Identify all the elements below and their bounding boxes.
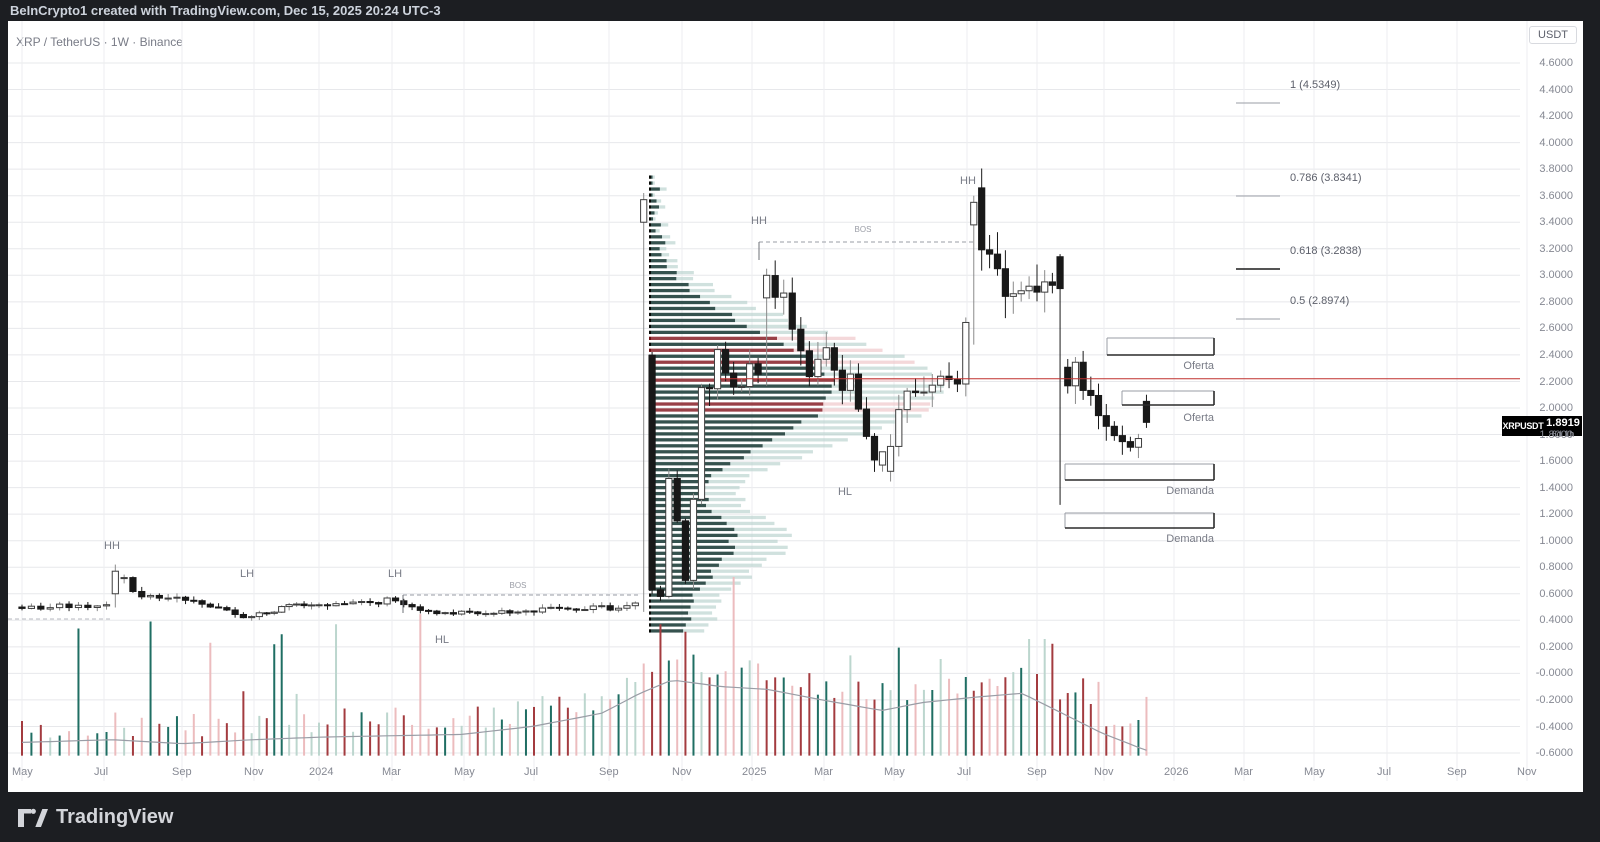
svg-text:HL: HL bbox=[838, 486, 852, 498]
svg-text:Oferta: Oferta bbox=[1183, 412, 1214, 424]
svg-text:1 (4.5349): 1 (4.5349) bbox=[1290, 79, 1340, 91]
svg-text:LH: LH bbox=[240, 568, 254, 580]
svg-text:Demanda: Demanda bbox=[1166, 533, 1215, 545]
svg-text:HH: HH bbox=[104, 540, 120, 552]
svg-text:0.5 (2.8974): 0.5 (2.8974) bbox=[1290, 295, 1349, 307]
svg-text:0.786 (3.8341): 0.786 (3.8341) bbox=[1290, 172, 1362, 184]
svg-text:BOS: BOS bbox=[510, 581, 527, 590]
svg-text:HH: HH bbox=[751, 215, 767, 227]
svg-text:Demanda: Demanda bbox=[1166, 485, 1215, 497]
svg-text:HH: HH bbox=[960, 175, 976, 187]
svg-text:Oferta: Oferta bbox=[1183, 360, 1214, 372]
svg-text:0.618 (3.2838): 0.618 (3.2838) bbox=[1290, 245, 1362, 257]
svg-text:BOS: BOS bbox=[855, 225, 872, 234]
svg-text:LH: LH bbox=[388, 568, 402, 580]
svg-text:HL: HL bbox=[435, 634, 449, 646]
